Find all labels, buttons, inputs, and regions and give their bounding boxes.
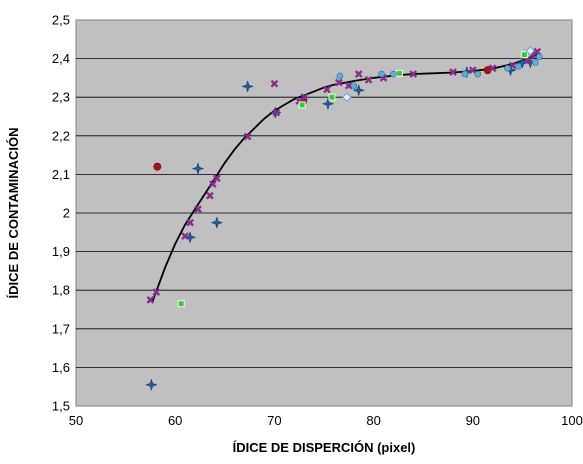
data-point <box>270 79 279 88</box>
data-point <box>354 70 363 78</box>
data-point <box>461 70 469 78</box>
y-tick-labels: 1,5 1,6 1,7 1,8 1,9 2 2,1 2,2 2,3 2,4 2,5 <box>52 13 70 414</box>
data-point <box>213 174 221 183</box>
y-tick-label: 1,7 <box>52 321 70 336</box>
data-point <box>191 162 205 175</box>
data-point <box>183 230 197 244</box>
data-points <box>145 46 543 392</box>
data-point <box>535 53 543 60</box>
data-point <box>520 51 528 59</box>
data-point <box>409 70 418 78</box>
data-point <box>298 101 306 109</box>
data-point <box>241 80 254 93</box>
data-point <box>350 82 358 89</box>
data-point <box>186 218 194 227</box>
data-point <box>364 75 373 84</box>
data-point <box>523 56 532 65</box>
data-point <box>206 191 214 200</box>
y-tick-label: 1,9 <box>52 244 70 259</box>
data-point <box>243 132 252 141</box>
data-point <box>209 180 217 188</box>
y-tick-label: 1,6 <box>52 360 70 375</box>
data-point <box>321 97 335 111</box>
x-tick-label: 70 <box>267 413 281 428</box>
data-point <box>152 288 161 296</box>
x-tick-label: 50 <box>69 413 83 428</box>
data-point <box>488 64 497 73</box>
data-point <box>181 232 189 241</box>
data-point <box>531 59 539 66</box>
data-point <box>300 93 309 102</box>
data-point <box>272 108 281 117</box>
y-tick-label: 2,1 <box>52 167 70 182</box>
gridlines <box>76 58 572 368</box>
data-point <box>194 205 202 213</box>
data-point <box>390 70 397 78</box>
data-point <box>504 64 511 72</box>
data-point <box>328 93 336 101</box>
data-point <box>335 78 343 87</box>
data-point <box>449 68 457 76</box>
data-point <box>323 85 331 94</box>
y-tick-label: 2,2 <box>52 128 70 143</box>
y-tick-label: 2,3 <box>52 90 70 105</box>
data-point <box>336 72 344 80</box>
x-tick-labels: 50 60 70 80 90 100 <box>69 413 583 428</box>
data-point <box>342 92 352 102</box>
data-point <box>210 216 224 229</box>
data-point <box>474 70 482 78</box>
data-point <box>525 46 536 56</box>
data-point <box>468 66 477 75</box>
data-point <box>146 296 155 304</box>
data-point <box>395 69 403 77</box>
y-tick-label: 2 <box>63 206 70 221</box>
y-tick-label: 2,4 <box>52 51 70 66</box>
data-point <box>177 300 185 308</box>
data-point <box>344 81 353 90</box>
x-tick-label: 90 <box>466 413 480 428</box>
x-tick-label: 60 <box>168 413 182 428</box>
data-point <box>515 63 522 70</box>
data-point <box>352 83 366 97</box>
y-tick-label: 1,8 <box>52 283 70 298</box>
data-point <box>153 162 162 171</box>
y-tick-label: 1,5 <box>52 399 70 414</box>
x-tick-label: 100 <box>561 413 583 428</box>
data-point <box>378 70 385 78</box>
y-axis-title: ÍDICE DE CONTAMINACIÓN <box>6 128 21 299</box>
data-point <box>145 378 158 392</box>
x-axis-title: ÍDICE DE DISPERCIÓN (pixel) <box>233 440 416 455</box>
y-tick-label: 2,5 <box>52 13 70 28</box>
x-tick-label: 80 <box>366 413 380 428</box>
